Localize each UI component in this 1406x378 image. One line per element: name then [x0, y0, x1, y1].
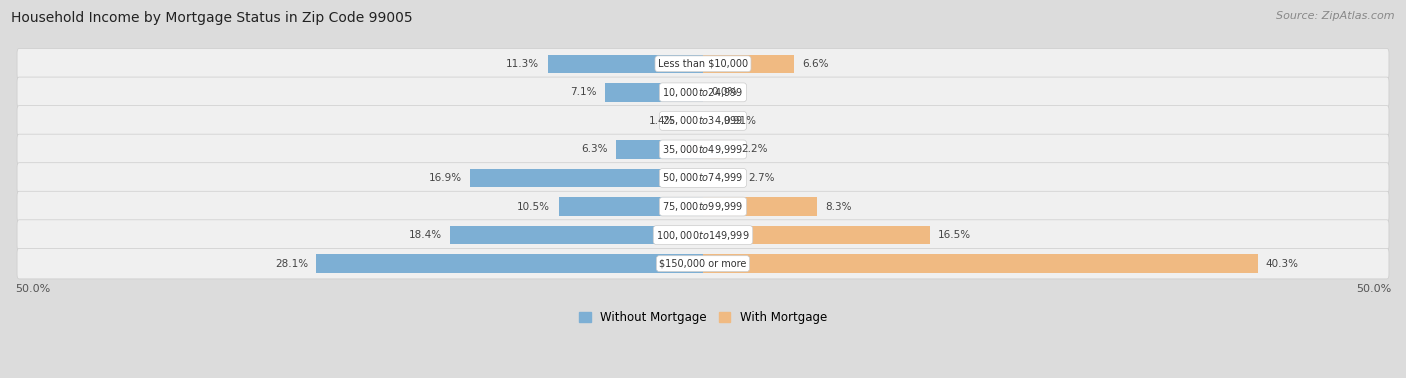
Bar: [316, 254, 703, 273]
Bar: [547, 54, 703, 73]
Bar: [703, 226, 929, 244]
Bar: [558, 197, 703, 216]
FancyBboxPatch shape: [17, 248, 1389, 279]
Bar: [616, 140, 703, 159]
Bar: [703, 169, 740, 187]
Text: 2.2%: 2.2%: [741, 144, 768, 155]
Text: 10.5%: 10.5%: [517, 201, 550, 212]
Text: 16.9%: 16.9%: [429, 173, 463, 183]
Bar: [703, 112, 716, 130]
FancyBboxPatch shape: [17, 163, 1389, 193]
Text: 2.7%: 2.7%: [748, 173, 775, 183]
Text: 18.4%: 18.4%: [408, 230, 441, 240]
Bar: [703, 254, 1257, 273]
Text: 8.3%: 8.3%: [825, 201, 852, 212]
Text: Source: ZipAtlas.com: Source: ZipAtlas.com: [1277, 11, 1395, 21]
FancyBboxPatch shape: [17, 77, 1389, 108]
Text: 28.1%: 28.1%: [276, 259, 308, 269]
Bar: [471, 169, 703, 187]
Text: Less than $10,000: Less than $10,000: [658, 59, 748, 69]
FancyBboxPatch shape: [17, 220, 1389, 250]
FancyBboxPatch shape: [17, 134, 1389, 165]
Text: $75,000 to $99,999: $75,000 to $99,999: [662, 200, 744, 213]
Bar: [450, 226, 703, 244]
Text: $100,000 to $149,999: $100,000 to $149,999: [657, 229, 749, 242]
Text: $25,000 to $34,999: $25,000 to $34,999: [662, 115, 744, 127]
Text: 6.3%: 6.3%: [582, 144, 607, 155]
Text: 40.3%: 40.3%: [1265, 259, 1299, 269]
Bar: [606, 83, 703, 102]
Text: 1.4%: 1.4%: [650, 116, 675, 126]
FancyBboxPatch shape: [17, 191, 1389, 222]
Bar: [683, 112, 703, 130]
Text: 50.0%: 50.0%: [15, 284, 51, 294]
Text: $50,000 to $74,999: $50,000 to $74,999: [662, 172, 744, 184]
Bar: [703, 197, 817, 216]
Text: 50.0%: 50.0%: [1355, 284, 1391, 294]
Text: 6.6%: 6.6%: [801, 59, 828, 69]
Text: $150,000 or more: $150,000 or more: [659, 259, 747, 269]
Text: 11.3%: 11.3%: [506, 59, 540, 69]
Legend: Without Mortgage, With Mortgage: Without Mortgage, With Mortgage: [574, 306, 832, 328]
Bar: [703, 140, 734, 159]
Text: 0.0%: 0.0%: [711, 87, 738, 98]
Text: 16.5%: 16.5%: [938, 230, 972, 240]
Text: $35,000 to $49,999: $35,000 to $49,999: [662, 143, 744, 156]
Bar: [703, 54, 794, 73]
Text: Household Income by Mortgage Status in Zip Code 99005: Household Income by Mortgage Status in Z…: [11, 11, 413, 25]
FancyBboxPatch shape: [17, 105, 1389, 136]
Text: $10,000 to $24,999: $10,000 to $24,999: [662, 86, 744, 99]
FancyBboxPatch shape: [17, 48, 1389, 79]
Text: 0.91%: 0.91%: [724, 116, 756, 126]
Text: 7.1%: 7.1%: [571, 87, 598, 98]
